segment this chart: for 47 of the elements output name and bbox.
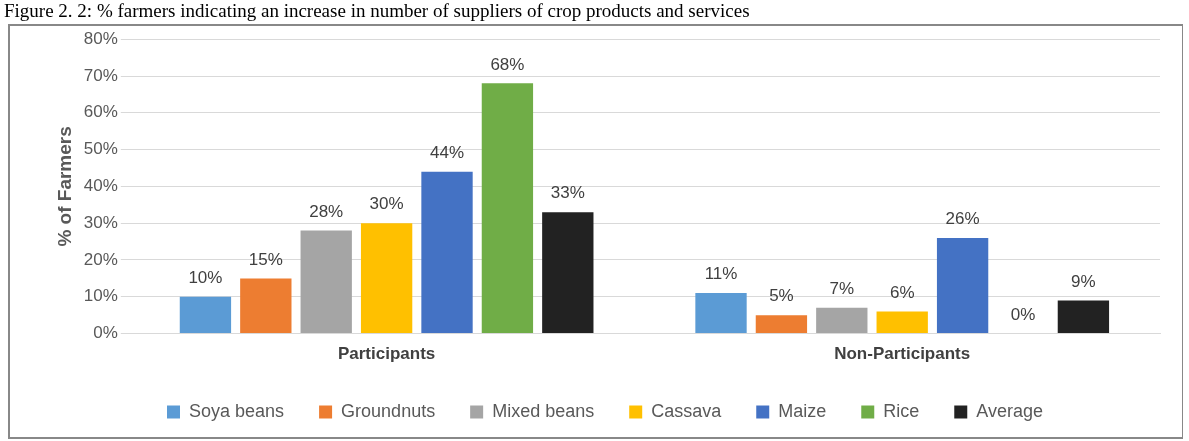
y-tick-label: 10% [83, 286, 118, 306]
bar [542, 212, 594, 334]
chart-title: Figure 2. 2: % farmers indicating an increase in number of suppliers of crop products and services [4, 0, 750, 22]
legend-label: Soya beans [189, 400, 285, 421]
text: 5% [769, 286, 794, 306]
bar [300, 230, 352, 334]
text: 26% [945, 209, 980, 229]
y-tick-label: 70% [83, 65, 118, 85]
legend-label: Cassava [651, 400, 723, 421]
y-axis-title: % of Farmers [53, 126, 75, 247]
y-tick-label: 40% [83, 176, 118, 196]
bar [816, 307, 868, 334]
bar [936, 237, 989, 334]
bar [421, 171, 473, 334]
y-tick-label: 60% [83, 102, 118, 122]
y-tick-label: 30% [83, 212, 118, 232]
text: 11% [704, 264, 738, 284]
text: 7% [829, 279, 855, 299]
bar [179, 296, 232, 334]
text: 9% [1071, 271, 1096, 291]
y-tick-label: 80% [83, 28, 118, 48]
legend-label: Groundnuts [341, 400, 436, 421]
text: 30% [369, 194, 404, 214]
bar [1057, 300, 1110, 334]
bar [240, 278, 292, 334]
text: 33% [550, 183, 585, 203]
text: 68% [490, 54, 525, 74]
y-tick-label: 50% [83, 139, 118, 159]
legend-label: Rice [883, 400, 920, 421]
legend-label: Maize [778, 400, 827, 421]
bar [695, 293, 747, 334]
text: 10% [188, 267, 223, 287]
bar [481, 83, 534, 334]
text: 6% [889, 282, 915, 302]
text: 15% [248, 249, 283, 269]
y-tick-label: 0% [93, 323, 118, 343]
bar [755, 315, 808, 334]
text: 28% [309, 201, 344, 221]
bar [360, 223, 413, 334]
y-tick-label: 20% [83, 249, 118, 269]
text: 0% [1010, 304, 1036, 324]
x-tick-label: Participants [337, 344, 436, 364]
text: 44% [430, 142, 465, 162]
legend-label: Mixed beans [492, 400, 595, 421]
x-tick-label: Non-Participants [834, 344, 971, 364]
legend-label: Average [976, 400, 1043, 421]
bar [876, 311, 928, 334]
